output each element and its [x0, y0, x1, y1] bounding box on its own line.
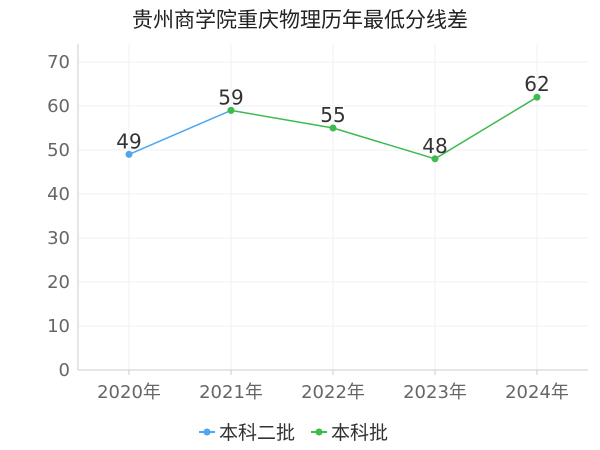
series-point-2: [227, 106, 235, 114]
y-tick-label: 20: [47, 272, 70, 293]
y-tick-label: 30: [47, 228, 70, 249]
axis-layer: 0 10 20 30 40 50 60 70 2020年 2021年 2022年 2023年 2024年: [47, 44, 588, 403]
data-label-layer: 49 59 55 48 62: [116, 72, 549, 158]
legend-marker-1: [203, 428, 211, 436]
legend: 本科二批 本科批: [199, 422, 388, 444]
y-tick-label: 0: [59, 360, 70, 381]
x-tick-label: 2021年: [199, 382, 263, 403]
series-line-1: [128, 109, 232, 156]
x-tick-label: 2023年: [403, 382, 467, 403]
data-label: 48: [422, 134, 447, 158]
y-tick-label: 10: [47, 316, 70, 337]
chart-title: 贵州商学院重庆物理历年最低分线差: [132, 8, 468, 32]
legend-label-2: 本科批: [331, 422, 388, 444]
y-tick-label: 60: [47, 96, 70, 117]
series-line-2: [230, 96, 538, 160]
series-point-2: [533, 93, 541, 101]
x-tick-label: 2022年: [301, 382, 365, 403]
data-label: 49: [116, 129, 141, 153]
data-label: 62: [524, 72, 549, 96]
y-tick-label: 70: [47, 52, 70, 73]
y-tick-label: 40: [47, 184, 70, 205]
y-tick-label: 50: [47, 140, 70, 161]
grid-layer: [78, 44, 588, 370]
x-tick-label: 2024年: [505, 382, 569, 403]
series-point-1: [125, 150, 133, 158]
x-tick-label: 2020年: [97, 382, 161, 403]
legend-label-1: 本科二批: [219, 422, 295, 444]
legend-marker-2: [315, 428, 323, 436]
series-point-2: [431, 155, 439, 163]
series-layer: [125, 93, 541, 163]
series-point-2: [329, 124, 337, 132]
data-label: 55: [320, 103, 345, 127]
data-label: 59: [218, 85, 243, 109]
